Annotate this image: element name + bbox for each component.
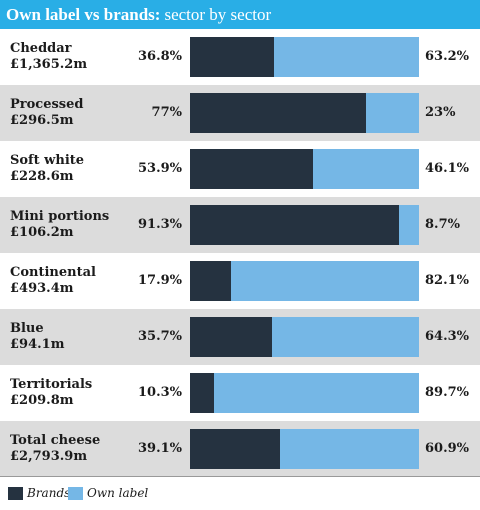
stacked-bar bbox=[190, 37, 419, 77]
stacked-bar bbox=[190, 205, 419, 245]
row-2: Soft white £228.6m 53.9% 46.1% bbox=[0, 141, 480, 197]
legend-swatch-own-label bbox=[68, 487, 83, 500]
category-label: Processed £296.5m bbox=[10, 97, 83, 129]
category-value: £493.4m bbox=[10, 281, 74, 296]
row-7: Total cheese £2,793.9m 39.1% 60.9% bbox=[0, 421, 480, 477]
brands-pct-label: 77% bbox=[151, 105, 182, 120]
category-label: Soft white £228.6m bbox=[10, 153, 84, 185]
category-name: Continental bbox=[10, 265, 96, 280]
category-value: £209.8m bbox=[10, 393, 74, 408]
stacked-bar bbox=[190, 261, 419, 301]
bar-segment-own-label bbox=[271, 317, 419, 357]
bar-segment-brands bbox=[190, 317, 272, 357]
row-1: Processed £296.5m 77% 23% bbox=[0, 85, 480, 141]
category-name: Processed bbox=[10, 97, 84, 112]
own-label-pct-label: 64.3% bbox=[425, 329, 470, 344]
category-label: Blue £94.1m bbox=[10, 321, 64, 353]
row-4: Continental £493.4m 17.9% 82.1% bbox=[0, 253, 480, 309]
row-6: Territorials £209.8m 10.3% 89.7% bbox=[0, 365, 480, 421]
brands-pct-label: 35.7% bbox=[137, 329, 182, 344]
bar-segment-brands bbox=[190, 373, 214, 413]
bar-segment-brands bbox=[190, 37, 275, 77]
category-label: Continental £493.4m bbox=[10, 265, 96, 297]
category-name: Mini portions bbox=[10, 209, 110, 224]
category-name: Cheddar bbox=[10, 41, 72, 56]
bar-segment-own-label bbox=[213, 373, 419, 413]
own-label-pct-label: 46.1% bbox=[425, 161, 470, 176]
own-label-pct-label: 60.9% bbox=[425, 441, 470, 456]
bar-segment-own-label bbox=[366, 93, 419, 133]
brands-pct-label: 39.1% bbox=[137, 441, 182, 456]
own-label-pct-label: 89.7% bbox=[425, 385, 470, 400]
bar-segment-own-label bbox=[230, 261, 419, 301]
stacked-bar bbox=[190, 317, 419, 357]
stacked-bar bbox=[190, 149, 419, 189]
bar-segment-own-label bbox=[274, 37, 419, 77]
category-label: Cheddar £1,365.2m bbox=[10, 41, 87, 73]
category-value: £296.5m bbox=[10, 113, 74, 128]
bar-segment-own-label bbox=[279, 429, 419, 469]
own-label-pct-label: 8.7% bbox=[425, 217, 460, 232]
legend-label-brands: Brands bbox=[27, 486, 71, 500]
legend-label-own-label: Own label bbox=[87, 486, 149, 500]
own-label-pct-label: 63.2% bbox=[425, 49, 470, 64]
bar-segment-brands bbox=[190, 261, 231, 301]
title-bold: Own label vs brands: bbox=[6, 4, 161, 24]
category-name: Soft white bbox=[10, 153, 85, 168]
row-5: Blue £94.1m 35.7% 64.3% bbox=[0, 309, 480, 365]
category-label: Territorials £209.8m bbox=[10, 377, 92, 409]
category-name: Blue bbox=[10, 321, 44, 336]
brands-pct-label: 17.9% bbox=[137, 273, 182, 288]
row-3: Mini portions £106.2m 91.3% 8.7% bbox=[0, 197, 480, 253]
row-0: Cheddar £1,365.2m 36.8% 63.2% bbox=[0, 29, 480, 85]
brands-pct-label: 10.3% bbox=[137, 385, 182, 400]
bar-segment-own-label bbox=[399, 205, 419, 245]
stacked-bar bbox=[190, 429, 419, 469]
own-label-pct-label: 23% bbox=[425, 105, 456, 120]
stacked-bar bbox=[190, 373, 419, 413]
brands-pct-label: 91.3% bbox=[137, 217, 182, 232]
category-label: Mini portions £106.2m bbox=[10, 209, 109, 241]
title-rest: sector by sector bbox=[164, 4, 272, 24]
stacked-bar bbox=[190, 93, 419, 133]
legend: Brands Own label bbox=[0, 476, 480, 510]
brands-pct-label: 36.8% bbox=[137, 49, 182, 64]
category-value: £106.2m bbox=[10, 225, 74, 240]
bar-segment-own-label bbox=[313, 149, 419, 189]
own-label-pct-label: 82.1% bbox=[425, 273, 470, 288]
legend-swatch-brands bbox=[8, 487, 23, 500]
category-name: Territorials bbox=[10, 377, 93, 392]
bar-segment-brands bbox=[190, 93, 367, 133]
brands-pct-label: 53.9% bbox=[137, 161, 182, 176]
category-name: Total cheese bbox=[10, 433, 101, 448]
bar-segment-brands bbox=[190, 429, 280, 469]
category-value: £94.1m bbox=[10, 337, 65, 352]
bar-segment-brands bbox=[190, 205, 400, 245]
category-value: £228.6m bbox=[10, 169, 74, 184]
chart-header: Own label vs brands: sector by sector bbox=[0, 0, 480, 29]
bar-segment-brands bbox=[190, 149, 314, 189]
category-value: £2,793.9m bbox=[10, 449, 88, 464]
category-label: Total cheese £2,793.9m bbox=[10, 433, 100, 465]
category-value: £1,365.2m bbox=[10, 57, 88, 72]
